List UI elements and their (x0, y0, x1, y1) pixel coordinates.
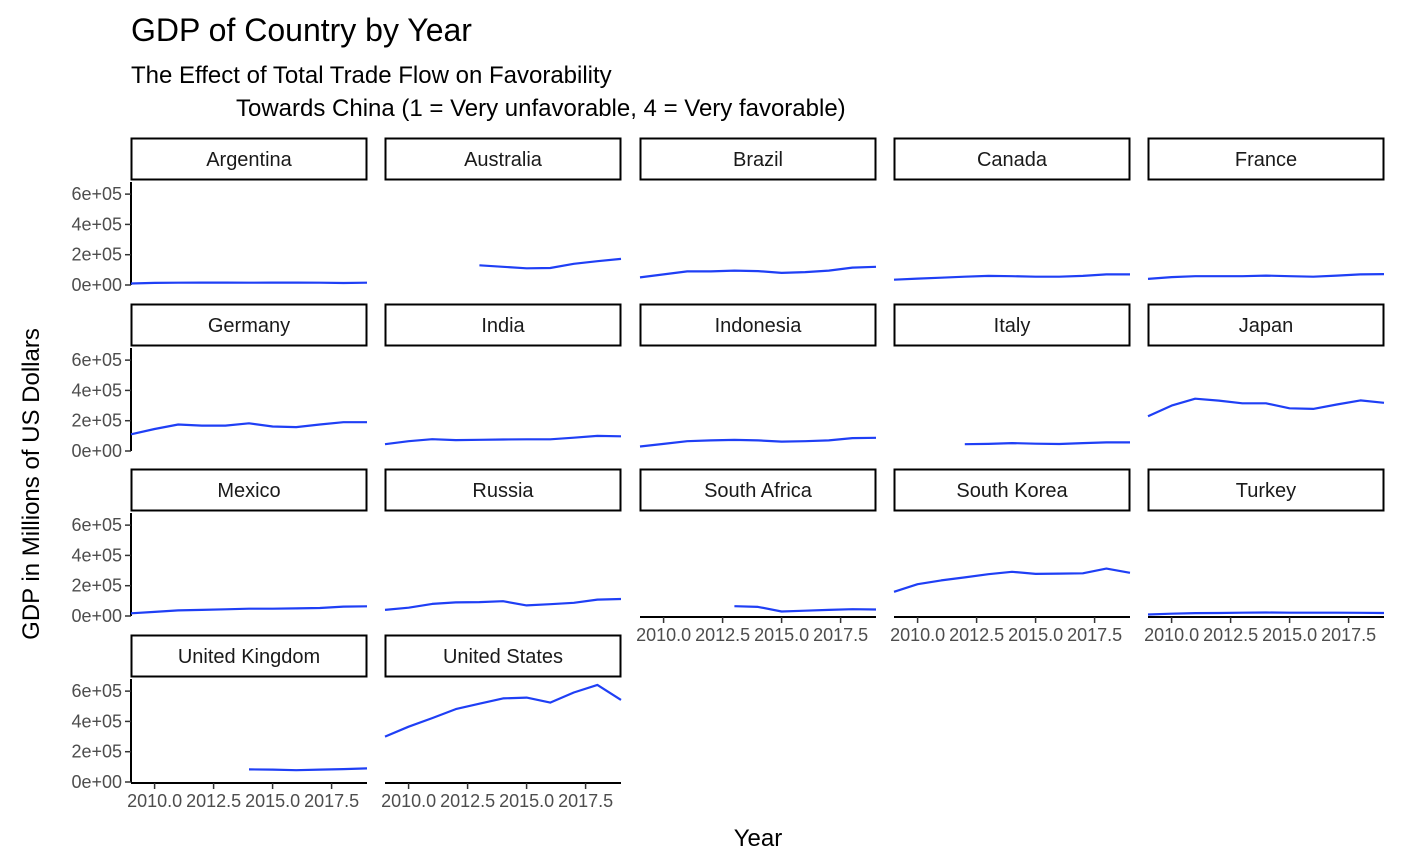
y-tick-label-united-kingdom-0: 0e+00 (71, 772, 122, 792)
x-tick-label-united-kingdom-3: 2017.5 (304, 791, 359, 811)
strip-argentina (130, 137, 368, 181)
strip-label-russia: Russia (472, 480, 534, 502)
strip-label-argentina: Argentina (206, 149, 292, 171)
strip-label-france: France (1235, 149, 1297, 171)
y-tick-label-mexico-3: 6e+05 (71, 515, 122, 535)
strip-label-mexico: Mexico (217, 480, 280, 502)
strip-australia (384, 137, 622, 181)
strip-south-africa (639, 468, 877, 512)
x-tick-label-south-africa-3: 2017.5 (813, 625, 868, 645)
x-tick-label-united-kingdom-0: 2010.0 (127, 791, 182, 811)
strip-label-india: India (481, 315, 525, 337)
x-tick-label-south-africa-1: 2012.5 (695, 625, 750, 645)
series-line-south-africa (734, 605, 877, 613)
y-axis-title: GDP in Millions of US Dollars (18, 328, 45, 640)
strip-mexico (130, 468, 368, 512)
series-line-france (1147, 273, 1385, 280)
y-tick-label-mexico-0: 0e+00 (71, 606, 122, 626)
series-line-united-kingdom (248, 767, 368, 772)
y-tick-label-mexico-1: 2e+05 (71, 576, 122, 596)
series-line-argentina (130, 281, 368, 285)
x-tick-label-south-korea-3: 2017.5 (1067, 625, 1122, 645)
strip-label-turkey: Turkey (1236, 480, 1296, 502)
series-line-russia (384, 597, 622, 611)
strip-indonesia (639, 303, 877, 347)
x-tick-label-turkey-0: 2010.0 (1144, 625, 1199, 645)
strip-south-korea (893, 468, 1131, 512)
x-tick-label-united-kingdom-2: 2015.0 (245, 791, 300, 811)
series-line-australia (479, 257, 622, 270)
strip-label-brazil: Brazil (733, 149, 783, 171)
strip-label-indonesia: Indonesia (715, 315, 803, 337)
y-tick-label-argentina-1: 2e+05 (71, 245, 122, 265)
strip-label-japan: Japan (1239, 315, 1294, 337)
strip-label-south-korea: South Korea (956, 480, 1068, 502)
x-tick-label-turkey-3: 2017.5 (1321, 625, 1376, 645)
strip-turkey (1147, 468, 1385, 512)
x-tick-label-south-korea-2: 2015.0 (1008, 625, 1063, 645)
series-line-mexico (130, 605, 368, 615)
y-tick-label-united-kingdom-1: 2e+05 (71, 742, 122, 762)
chart-title: GDP of Country by Year (131, 12, 472, 48)
strip-label-germany: Germany (208, 315, 290, 337)
y-tick-label-germany-1: 2e+05 (71, 411, 122, 431)
facet-panels: Argentina 0e+00 2e+05 4e+05 6e+05 Australia Br… (71, 137, 1385, 811)
strip-united-kingdom (130, 634, 368, 678)
x-tick-label-south-africa-0: 2010.0 (636, 625, 691, 645)
chart-subtitle-line-2: Towards China (1 = Very unfavorable, 4 =… (236, 95, 846, 122)
x-tick-label-united-states-1: 2012.5 (440, 791, 495, 811)
strip-label-south-africa: South Africa (704, 480, 813, 502)
strip-label-united-states: United States (443, 646, 563, 668)
strip-label-italy: Italy (994, 315, 1031, 337)
strip-germany (130, 303, 368, 347)
x-tick-label-united-kingdom-1: 2012.5 (186, 791, 241, 811)
series-line-canada (893, 273, 1130, 281)
series-line-indonesia (639, 436, 877, 448)
series-line-india (384, 434, 622, 446)
y-tick-label-argentina-2: 4e+05 (71, 214, 122, 234)
y-tick-label-united-kingdom-2: 4e+05 (71, 711, 122, 731)
x-tick-label-united-states-3: 2017.5 (558, 791, 613, 811)
strip-united-states (384, 634, 622, 678)
strip-india (384, 303, 622, 347)
strip-label-united-kingdom: United Kingdom (178, 646, 320, 668)
x-tick-label-south-korea-0: 2010.0 (890, 625, 945, 645)
strip-label-canada: Canada (977, 149, 1048, 171)
strip-label-australia: Australia (464, 149, 543, 171)
y-tick-label-germany-2: 4e+05 (71, 380, 122, 400)
series-line-italy (964, 441, 1130, 446)
y-tick-label-germany-3: 6e+05 (71, 350, 122, 370)
y-tick-label-argentina-3: 6e+05 (71, 184, 122, 204)
strip-russia (384, 468, 622, 512)
x-tick-label-south-korea-1: 2012.5 (949, 625, 1004, 645)
series-line-brazil (639, 265, 877, 279)
x-tick-label-south-africa-2: 2015.0 (754, 625, 809, 645)
strip-italy (893, 303, 1131, 347)
x-tick-label-united-states-0: 2010.0 (381, 791, 436, 811)
chart-subtitle-line-1: The Effect of Total Trade Flow on Favora… (131, 62, 612, 89)
series-line-united-states (384, 683, 622, 738)
y-tick-label-mexico-2: 4e+05 (71, 545, 122, 565)
strip-france (1147, 137, 1385, 181)
series-line-japan (1147, 397, 1385, 418)
strip-canada (893, 137, 1131, 181)
y-tick-label-united-kingdom-3: 6e+05 (71, 681, 122, 701)
strip-brazil (639, 137, 877, 181)
y-tick-label-argentina-0: 0e+00 (71, 275, 122, 295)
x-tick-label-united-states-2: 2015.0 (499, 791, 554, 811)
x-tick-label-turkey-2: 2015.0 (1262, 625, 1317, 645)
x-tick-label-turkey-1: 2012.5 (1203, 625, 1258, 645)
y-tick-label-germany-0: 0e+00 (71, 441, 122, 461)
series-line-germany (130, 421, 367, 436)
series-line-turkey (1147, 611, 1385, 616)
series-line-south-korea (893, 567, 1131, 593)
x-axis-title: Year (734, 825, 783, 852)
strip-japan (1147, 303, 1385, 347)
